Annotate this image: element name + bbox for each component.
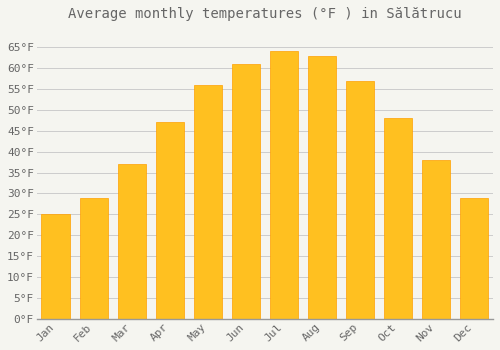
Bar	[42, 215, 70, 319]
Bar	[232, 64, 260, 319]
Bar	[346, 80, 374, 319]
Bar	[270, 51, 298, 319]
Bar	[194, 85, 222, 319]
Title: Average monthly temperatures (°F ) in Sălătrucu: Average monthly temperatures (°F ) in Să…	[68, 7, 462, 21]
Bar	[422, 160, 450, 319]
Bar	[156, 122, 184, 319]
Bar	[384, 118, 412, 319]
Bar	[460, 198, 488, 319]
Bar	[118, 164, 146, 319]
Bar	[80, 198, 108, 319]
Bar	[308, 56, 336, 319]
